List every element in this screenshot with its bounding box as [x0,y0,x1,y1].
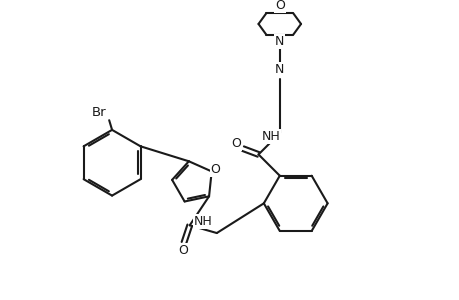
Text: NH: NH [194,215,212,228]
Text: O: O [178,244,188,257]
Text: O: O [274,0,284,12]
Text: N: N [274,63,284,76]
Text: O: O [210,163,220,176]
Text: Br: Br [92,106,106,119]
Text: O: O [231,137,241,150]
Text: NH: NH [261,130,280,142]
Text: N: N [274,35,284,48]
